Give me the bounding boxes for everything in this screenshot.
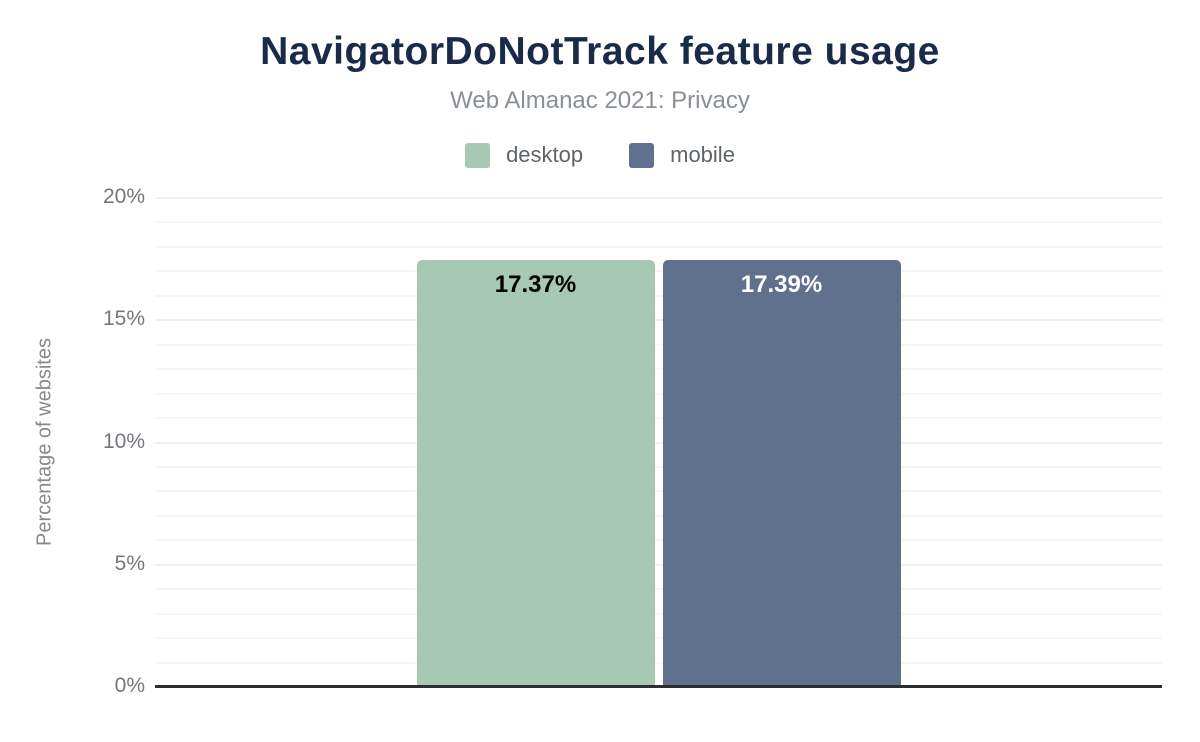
gridline-major [155, 563, 1162, 566]
y-tick-label: 0% [114, 674, 145, 697]
y-tick-label: 20% [102, 185, 145, 208]
legend-label-desktop: desktop [506, 142, 584, 167]
gridline-minor [155, 417, 1162, 420]
gridline-major [155, 197, 1162, 199]
plot-area: 17.37% 17.39% [155, 197, 1162, 687]
gridline-minor [155, 221, 1162, 224]
gridline-minor [155, 343, 1162, 346]
legend-item-mobile: mobile [629, 142, 735, 168]
gridline-minor [155, 490, 1162, 493]
chart-subtitle: Web Almanac 2021: Privacy [450, 87, 750, 114]
y-tick-label: 5% [114, 551, 145, 575]
gridline-minor [155, 588, 1162, 591]
bar-value-label-desktop: 17.37% [494, 271, 577, 299]
mobile-swatch-icon [629, 142, 655, 168]
gridline-minor [155, 539, 1162, 542]
gridline-minor [155, 637, 1162, 640]
gridline-major [155, 319, 1162, 322]
legend-label-mobile: mobile [670, 142, 735, 167]
gridline-minor [155, 392, 1162, 395]
legend: desktop mobile [0, 142, 1200, 168]
bar-desktop[interactable]: 17.37% [416, 260, 655, 685]
bar-mobile[interactable]: 17.39% [662, 259, 901, 685]
gridline-minor [155, 661, 1162, 664]
gridline-minor [155, 368, 1162, 371]
gridline-minor [155, 514, 1162, 517]
legend-item-desktop: desktop [465, 142, 583, 168]
gridline-minor [155, 294, 1162, 297]
gridline-minor [155, 245, 1162, 248]
desktop-swatch-icon [465, 142, 491, 168]
y-tick-label: 15% [102, 307, 145, 331]
gridline-minor [155, 612, 1162, 615]
y-tick-label: 10% [102, 429, 145, 453]
gridline-minor [155, 270, 1162, 273]
x-axis-line [155, 685, 1162, 688]
bar-value-label-mobile: 17.39% [740, 270, 823, 298]
gridline-minor [155, 465, 1162, 468]
chart-title: NavigatorDoNotTrack feature usage [260, 30, 940, 73]
gridline-major [155, 441, 1162, 444]
